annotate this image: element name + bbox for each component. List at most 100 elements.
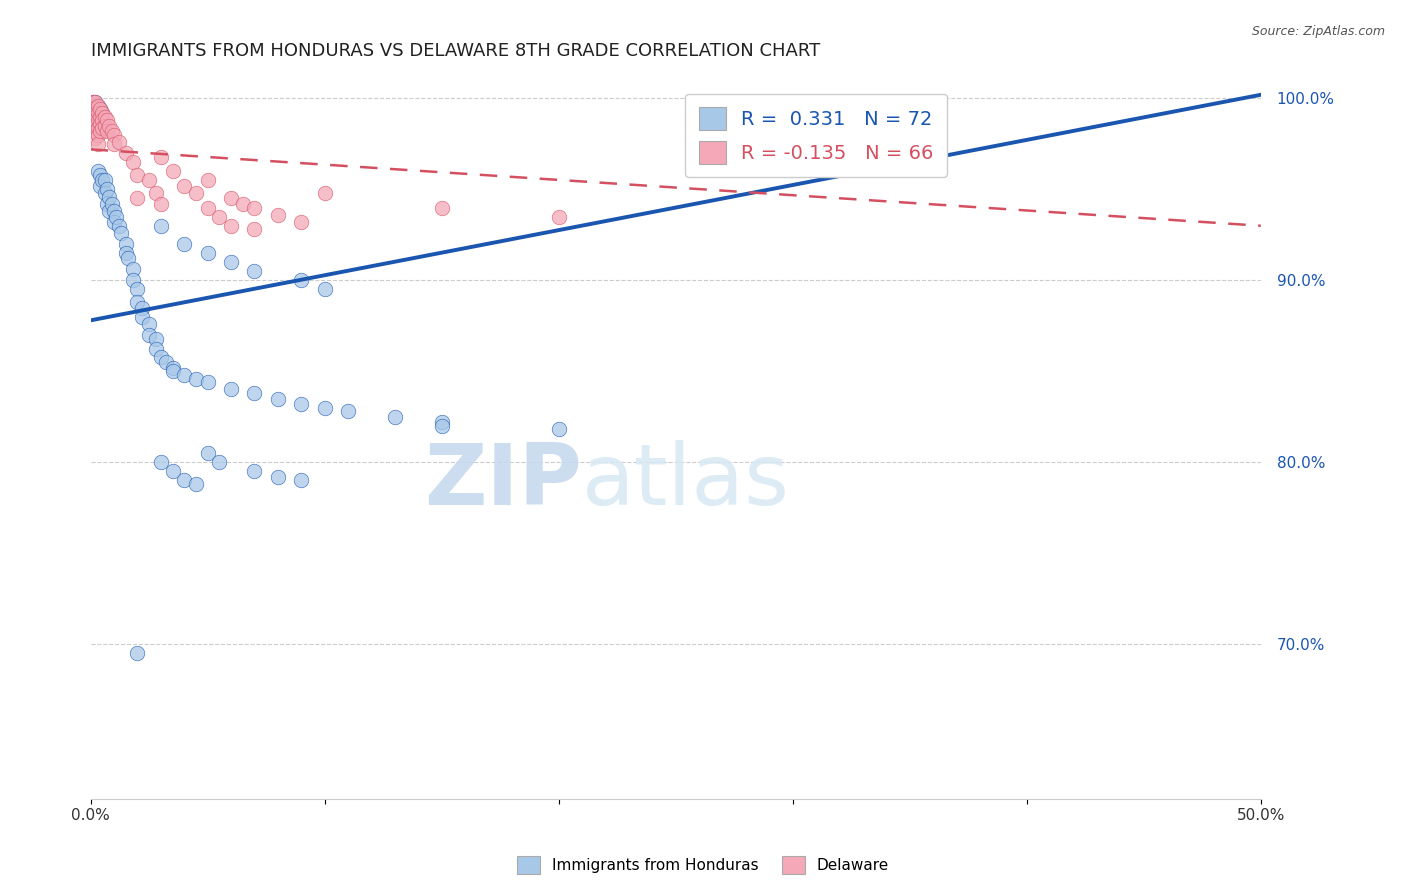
- Point: [84, 101, 107, 115]
- Point: [197, 173, 219, 187]
- Point: [86, 106, 108, 120]
- Point: [98, 189, 121, 203]
- Point: [162, 464, 184, 478]
- Point: [110, 226, 132, 240]
- Point: [121, 273, 143, 287]
- Point: [155, 355, 177, 369]
- Point: [290, 273, 312, 287]
- Point: [547, 210, 569, 224]
- Point: [91, 106, 114, 120]
- Point: [127, 295, 149, 310]
- Point: [314, 282, 336, 296]
- Point: [84, 106, 107, 120]
- Point: [103, 215, 125, 229]
- Point: [91, 120, 114, 135]
- Point: [138, 173, 160, 187]
- Point: [145, 332, 167, 346]
- Point: [100, 197, 122, 211]
- Point: [100, 124, 122, 138]
- Point: [197, 246, 219, 260]
- Point: [93, 119, 115, 133]
- Legend: R =  0.331   N = 72, R = -0.135   N = 66: R = 0.331 N = 72, R = -0.135 N = 66: [685, 94, 948, 178]
- Point: [138, 327, 160, 342]
- Point: [84, 124, 107, 138]
- Point: [547, 422, 569, 436]
- Point: [337, 404, 360, 418]
- Point: [117, 252, 139, 266]
- Point: [131, 310, 153, 324]
- Point: [197, 201, 219, 215]
- Point: [267, 208, 290, 222]
- Point: [84, 131, 107, 145]
- Point: [127, 282, 149, 296]
- Point: [107, 135, 129, 149]
- Point: [82, 106, 104, 120]
- Point: [290, 474, 312, 488]
- Point: [114, 236, 136, 251]
- Point: [197, 446, 219, 460]
- Point: [197, 375, 219, 389]
- Point: [98, 119, 121, 133]
- Point: [384, 409, 406, 424]
- Point: [89, 178, 111, 193]
- Point: [82, 119, 104, 133]
- Point: [84, 122, 107, 136]
- Point: [243, 464, 266, 478]
- Point: [105, 210, 128, 224]
- Text: ZIP: ZIP: [425, 440, 582, 523]
- Point: [84, 113, 107, 128]
- Point: [162, 164, 184, 178]
- Point: [243, 201, 266, 215]
- Point: [96, 124, 118, 138]
- Point: [173, 368, 195, 382]
- Point: [290, 397, 312, 411]
- Point: [314, 401, 336, 415]
- Point: [184, 186, 207, 200]
- Point: [208, 455, 231, 469]
- Point: [114, 246, 136, 260]
- Point: [86, 113, 108, 128]
- Point: [314, 186, 336, 200]
- Point: [84, 113, 107, 128]
- Point: [184, 371, 207, 385]
- Point: [149, 219, 172, 233]
- Point: [91, 113, 114, 128]
- Point: [267, 470, 290, 484]
- Point: [145, 343, 167, 357]
- Point: [89, 168, 111, 182]
- Point: [82, 119, 104, 133]
- Text: Source: ZipAtlas.com: Source: ZipAtlas.com: [1251, 25, 1385, 38]
- Point: [219, 219, 242, 233]
- Legend: Immigrants from Honduras, Delaware: Immigrants from Honduras, Delaware: [510, 850, 896, 880]
- Point: [86, 120, 108, 135]
- Point: [82, 110, 104, 124]
- Point: [121, 155, 143, 169]
- Point: [243, 264, 266, 278]
- Point: [145, 186, 167, 200]
- Point: [91, 173, 114, 187]
- Point: [82, 95, 104, 109]
- Point: [149, 350, 172, 364]
- Point: [219, 383, 242, 397]
- Point: [98, 204, 121, 219]
- Point: [93, 110, 115, 124]
- Point: [127, 191, 149, 205]
- Point: [82, 98, 104, 112]
- Point: [162, 364, 184, 378]
- Point: [82, 110, 104, 124]
- Point: [127, 646, 149, 660]
- Point: [219, 191, 242, 205]
- Point: [173, 236, 195, 251]
- Point: [82, 103, 104, 117]
- Point: [89, 117, 111, 131]
- Point: [430, 201, 453, 215]
- Point: [84, 119, 107, 133]
- Point: [84, 95, 107, 109]
- Point: [267, 392, 290, 406]
- Point: [82, 124, 104, 138]
- Point: [430, 418, 453, 433]
- Point: [232, 197, 254, 211]
- Point: [93, 173, 115, 187]
- Point: [91, 106, 114, 120]
- Point: [430, 415, 453, 429]
